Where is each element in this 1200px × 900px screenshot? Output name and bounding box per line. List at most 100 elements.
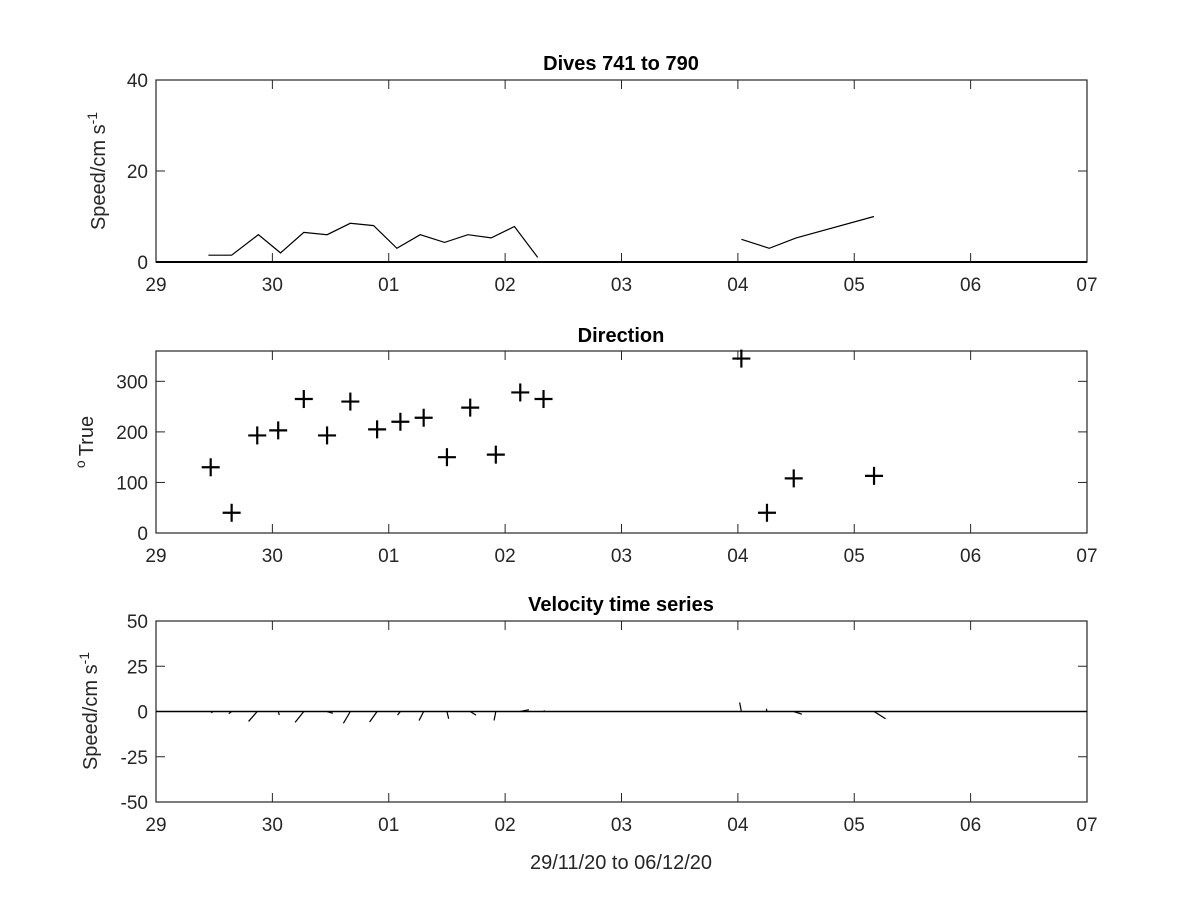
velocity-stick xyxy=(446,711,450,719)
velocity-stick xyxy=(765,708,768,712)
direction-point xyxy=(511,383,530,402)
velocity-panel-title: Velocity time series xyxy=(528,594,714,616)
x-tick-label: 02 xyxy=(495,815,516,836)
x-tick-label: 29 xyxy=(145,815,166,836)
direction-y-ticks: 0 100 200 300 xyxy=(116,372,1087,545)
velocity-y-axis-label: Speed/cm s-1 xyxy=(76,652,102,770)
velocity-stick xyxy=(418,711,425,721)
x-tick-label: 01 xyxy=(378,546,399,567)
speed-panel-title: Dives 741 to 790 xyxy=(543,53,699,75)
direction-point xyxy=(865,466,884,485)
x-tick-label: 06 xyxy=(960,815,981,836)
velocity-stick xyxy=(469,710,477,716)
direction-y-axis-label: oTrue xyxy=(72,416,98,468)
x-tick-label: 30 xyxy=(262,275,283,296)
velocity-stick xyxy=(793,710,803,715)
direction-point xyxy=(318,426,337,445)
direction-axes-box xyxy=(155,350,1088,534)
x-tick-label: 02 xyxy=(495,275,516,296)
direction-point xyxy=(486,445,505,464)
velocity-stick xyxy=(248,711,258,722)
y-tick-label: 200 xyxy=(116,423,148,444)
speed-line-segment-1 xyxy=(208,222,539,258)
velocity-stick xyxy=(543,710,546,712)
direction-point xyxy=(201,458,220,477)
velocity-stick xyxy=(520,709,530,713)
x-tick-label: 06 xyxy=(960,275,981,296)
y-tick-label: 300 xyxy=(116,372,148,393)
y-tick-label: 40 xyxy=(127,71,148,92)
x-tick-label: 02 xyxy=(495,546,516,567)
y-tick-label: 20 xyxy=(127,162,148,183)
x-tick-label: 07 xyxy=(1076,546,1097,567)
velocity-stick xyxy=(493,711,497,721)
direction-point xyxy=(784,469,803,488)
velocity-stick xyxy=(369,711,378,723)
y-tick-label: -25 xyxy=(121,748,148,769)
x-tick-label: 06 xyxy=(960,546,981,567)
velocity-stick xyxy=(873,710,886,720)
y-tick-label: 50 xyxy=(127,612,148,633)
direction-x-ticks: 29 30 01 02 03 04 05 06 07 xyxy=(145,351,1098,567)
velocity-stick xyxy=(210,711,213,714)
x-tick-label: 05 xyxy=(844,275,865,296)
x-tick-label: 03 xyxy=(611,275,632,296)
velocity-y-ticks: 50 25 0 -25 -50 xyxy=(121,612,1087,814)
x-tick-label: 07 xyxy=(1076,275,1097,296)
x-tick-label: 04 xyxy=(727,815,749,836)
velocity-stick xyxy=(294,711,305,723)
y-tick-label: 25 xyxy=(127,657,148,678)
direction-point xyxy=(534,390,553,409)
velocity-stick xyxy=(326,710,334,714)
x-tick-label: 30 xyxy=(262,546,283,567)
speed-line-segment-2 xyxy=(741,215,875,249)
velocity-stick xyxy=(228,711,233,715)
y-tick-label: 0 xyxy=(137,703,148,724)
x-tick-label: 05 xyxy=(844,546,865,567)
direction-point xyxy=(341,392,360,411)
direction-point xyxy=(294,390,313,409)
speed-y-ticks: 0 20 40 xyxy=(127,71,1087,274)
direction-point xyxy=(757,503,776,522)
x-axis-label: 29/11/20 to 06/12/20 xyxy=(530,852,712,874)
x-tick-label: 01 xyxy=(378,275,399,296)
direction-point xyxy=(437,448,456,467)
x-tick-label: 03 xyxy=(611,546,632,567)
x-tick-label: 05 xyxy=(844,815,865,836)
direction-point xyxy=(391,412,410,431)
x-tick-label: 29 xyxy=(145,546,166,567)
direction-point xyxy=(269,421,288,440)
speed-y-axis-label: Speed/cm s-1 xyxy=(84,112,110,230)
direction-panel-title: Direction xyxy=(578,325,665,347)
velocity-panel: Velocity time series 50 25 0 -25 -50 29 30 01 0… xyxy=(76,594,1098,874)
x-tick-label: 01 xyxy=(378,815,399,836)
speed-axes-box xyxy=(155,79,1088,263)
velocity-stick xyxy=(342,711,351,724)
direction-point xyxy=(414,408,433,427)
speed-series xyxy=(156,215,1087,263)
velocity-stick xyxy=(739,702,742,712)
y-tick-label: 0 xyxy=(137,253,148,274)
velocity-stick xyxy=(397,711,401,716)
velocity-x-ticks: 29 30 01 02 03 04 05 06 07 xyxy=(145,621,1098,836)
x-tick-label: 29 xyxy=(145,275,166,296)
x-tick-label: 04 xyxy=(727,275,749,296)
direction-point xyxy=(248,426,267,445)
speed-x-ticks: 29 30 01 02 03 04 05 06 07 xyxy=(145,80,1098,296)
y-tick-label: 100 xyxy=(116,473,148,494)
direction-point xyxy=(368,420,387,439)
x-tick-label: 03 xyxy=(611,815,632,836)
x-tick-label: 07 xyxy=(1076,815,1097,836)
velocity-sticks xyxy=(156,702,1087,724)
velocity-stick xyxy=(277,711,280,716)
y-tick-label: -50 xyxy=(121,793,148,814)
x-tick-label: 04 xyxy=(727,546,749,567)
direction-point xyxy=(461,398,480,417)
direction-point xyxy=(732,349,751,368)
direction-point xyxy=(222,503,241,522)
y-tick-label: 0 xyxy=(137,524,148,545)
x-tick-label: 30 xyxy=(262,815,283,836)
